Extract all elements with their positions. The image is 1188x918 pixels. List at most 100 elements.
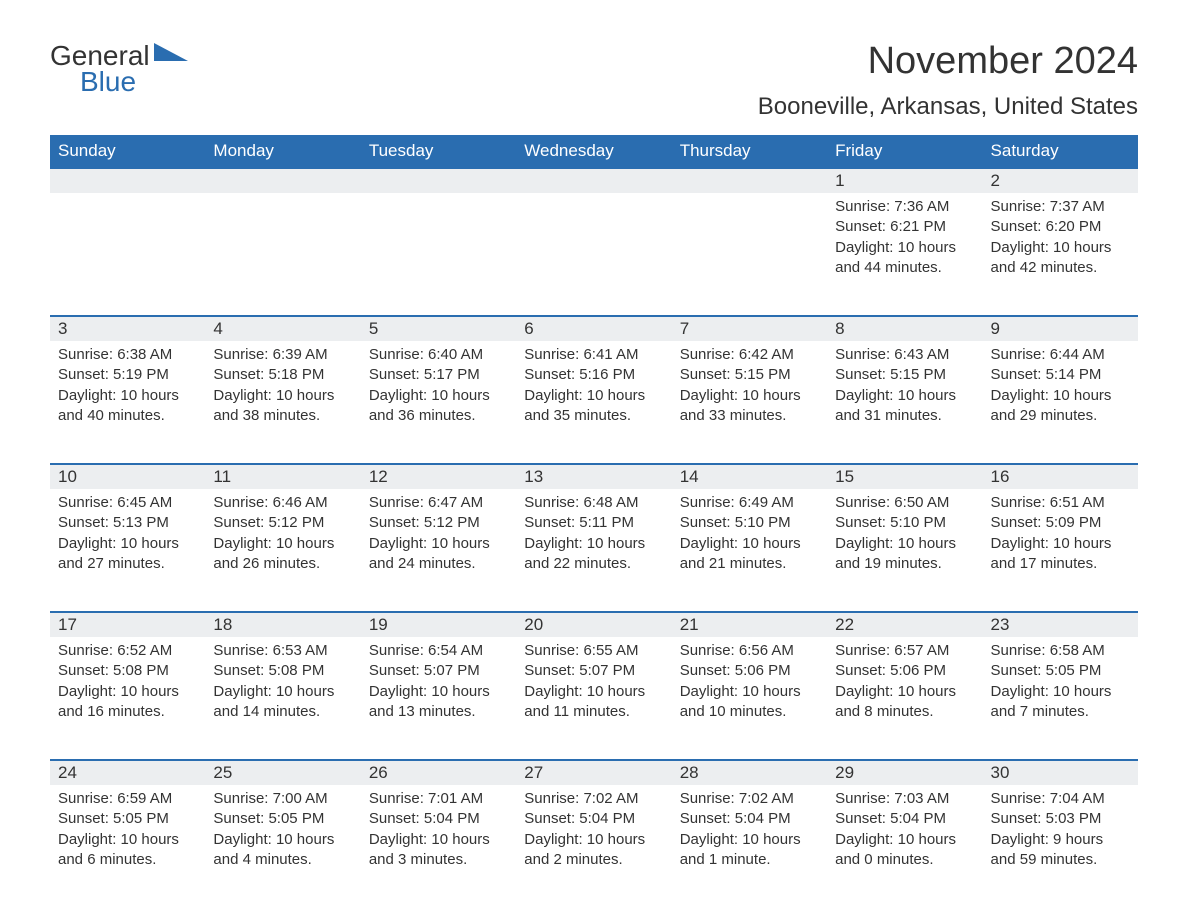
daylight-text: Daylight: 10 hours and 44 minutes. [835,238,974,279]
sunrise-text: Sunrise: 6:58 AM [991,641,1130,661]
sunrise-text: Sunrise: 7:04 AM [991,789,1130,809]
day-content: Sunrise: 6:49 AMSunset: 5:10 PMDaylight:… [672,489,827,602]
empty-day [361,168,516,193]
week-content-row: Sunrise: 6:38 AMSunset: 5:19 PMDaylight:… [50,341,1138,454]
sunset-text: Sunset: 5:04 PM [680,809,819,829]
day-number: 20 [516,612,671,637]
week-number-row: 17181920212223 [50,612,1138,637]
empty-day-content [361,193,516,306]
day-header: Friday [827,135,982,168]
sunset-text: Sunset: 5:04 PM [524,809,663,829]
day-number: 18 [205,612,360,637]
week-content-row: Sunrise: 6:59 AMSunset: 5:05 PMDaylight:… [50,785,1138,898]
day-number: 23 [983,612,1138,637]
sunrise-text: Sunrise: 7:36 AM [835,197,974,217]
day-content: Sunrise: 6:45 AMSunset: 5:13 PMDaylight:… [50,489,205,602]
day-number: 6 [516,316,671,341]
sunset-text: Sunset: 5:09 PM [991,513,1130,533]
sunset-text: Sunset: 5:10 PM [835,513,974,533]
daylight-text: Daylight: 10 hours and 24 minutes. [369,534,508,575]
sunrise-text: Sunrise: 6:55 AM [524,641,663,661]
daylight-text: Daylight: 10 hours and 27 minutes. [58,534,197,575]
week-number-row: 24252627282930 [50,760,1138,785]
daylight-text: Daylight: 10 hours and 0 minutes. [835,830,974,871]
day-number: 24 [50,760,205,785]
empty-day [50,168,205,193]
day-content: Sunrise: 7:37 AMSunset: 6:20 PMDaylight:… [983,193,1138,306]
sunrise-text: Sunrise: 6:57 AM [835,641,974,661]
sunrise-text: Sunrise: 7:37 AM [991,197,1130,217]
day-number: 17 [50,612,205,637]
day-content: Sunrise: 6:47 AMSunset: 5:12 PMDaylight:… [361,489,516,602]
day-content: Sunrise: 6:54 AMSunset: 5:07 PMDaylight:… [361,637,516,750]
day-header: Sunday [50,135,205,168]
daylight-text: Daylight: 10 hours and 29 minutes. [991,386,1130,427]
day-content: Sunrise: 7:02 AMSunset: 5:04 PMDaylight:… [516,785,671,898]
sunset-text: Sunset: 5:14 PM [991,365,1130,385]
day-header: Wednesday [516,135,671,168]
day-header: Saturday [983,135,1138,168]
day-content: Sunrise: 6:58 AMSunset: 5:05 PMDaylight:… [983,637,1138,750]
sunset-text: Sunset: 5:19 PM [58,365,197,385]
day-content: Sunrise: 7:04 AMSunset: 5:03 PMDaylight:… [983,785,1138,898]
brand-logo: General Blue [50,40,188,98]
sunrise-text: Sunrise: 7:02 AM [524,789,663,809]
daylight-text: Daylight: 10 hours and 17 minutes. [991,534,1130,575]
day-content: Sunrise: 6:48 AMSunset: 5:11 PMDaylight:… [516,489,671,602]
day-content: Sunrise: 6:59 AMSunset: 5:05 PMDaylight:… [50,785,205,898]
sunset-text: Sunset: 5:11 PM [524,513,663,533]
sunset-text: Sunset: 5:05 PM [58,809,197,829]
day-content: Sunrise: 6:38 AMSunset: 5:19 PMDaylight:… [50,341,205,454]
empty-day [516,168,671,193]
empty-day-content [205,193,360,306]
sunrise-text: Sunrise: 7:02 AM [680,789,819,809]
day-content: Sunrise: 6:57 AMSunset: 5:06 PMDaylight:… [827,637,982,750]
sunset-text: Sunset: 5:08 PM [213,661,352,681]
daylight-text: Daylight: 10 hours and 14 minutes. [213,682,352,723]
sunset-text: Sunset: 5:12 PM [369,513,508,533]
day-header: Tuesday [361,135,516,168]
day-number: 26 [361,760,516,785]
day-content: Sunrise: 6:40 AMSunset: 5:17 PMDaylight:… [361,341,516,454]
daylight-text: Daylight: 10 hours and 4 minutes. [213,830,352,871]
day-content: Sunrise: 6:41 AMSunset: 5:16 PMDaylight:… [516,341,671,454]
sunrise-text: Sunrise: 6:54 AM [369,641,508,661]
sunset-text: Sunset: 6:20 PM [991,217,1130,237]
day-content: Sunrise: 6:53 AMSunset: 5:08 PMDaylight:… [205,637,360,750]
daylight-text: Daylight: 10 hours and 8 minutes. [835,682,974,723]
daylight-text: Daylight: 10 hours and 38 minutes. [213,386,352,427]
daylight-text: Daylight: 10 hours and 26 minutes. [213,534,352,575]
week-content-row: Sunrise: 6:45 AMSunset: 5:13 PMDaylight:… [50,489,1138,602]
title-block: November 2024 Booneville, Arkansas, Unit… [758,40,1138,127]
sunrise-text: Sunrise: 7:00 AM [213,789,352,809]
empty-day-content [50,193,205,306]
day-number: 13 [516,464,671,489]
day-number: 27 [516,760,671,785]
day-content: Sunrise: 6:55 AMSunset: 5:07 PMDaylight:… [516,637,671,750]
daylight-text: Daylight: 10 hours and 21 minutes. [680,534,819,575]
sunset-text: Sunset: 5:15 PM [680,365,819,385]
sunset-text: Sunset: 5:17 PM [369,365,508,385]
day-content: Sunrise: 6:52 AMSunset: 5:08 PMDaylight:… [50,637,205,750]
week-number-row: 10111213141516 [50,464,1138,489]
daylight-text: Daylight: 10 hours and 2 minutes. [524,830,663,871]
daylight-text: Daylight: 10 hours and 31 minutes. [835,386,974,427]
daylight-text: Daylight: 10 hours and 1 minute. [680,830,819,871]
sunrise-text: Sunrise: 6:41 AM [524,345,663,365]
daylight-text: Daylight: 10 hours and 13 minutes. [369,682,508,723]
empty-day [672,168,827,193]
sunset-text: Sunset: 5:05 PM [213,809,352,829]
sunrise-text: Sunrise: 6:44 AM [991,345,1130,365]
sunset-text: Sunset: 5:12 PM [213,513,352,533]
daylight-text: Daylight: 10 hours and 3 minutes. [369,830,508,871]
day-content: Sunrise: 6:50 AMSunset: 5:10 PMDaylight:… [827,489,982,602]
sunset-text: Sunset: 5:05 PM [991,661,1130,681]
day-content: Sunrise: 6:43 AMSunset: 5:15 PMDaylight:… [827,341,982,454]
daylight-text: Daylight: 10 hours and 35 minutes. [524,386,663,427]
day-number: 16 [983,464,1138,489]
day-number: 25 [205,760,360,785]
daylight-text: Daylight: 10 hours and 42 minutes. [991,238,1130,279]
day-number: 19 [361,612,516,637]
month-title: November 2024 [758,40,1138,83]
empty-day-content [516,193,671,306]
